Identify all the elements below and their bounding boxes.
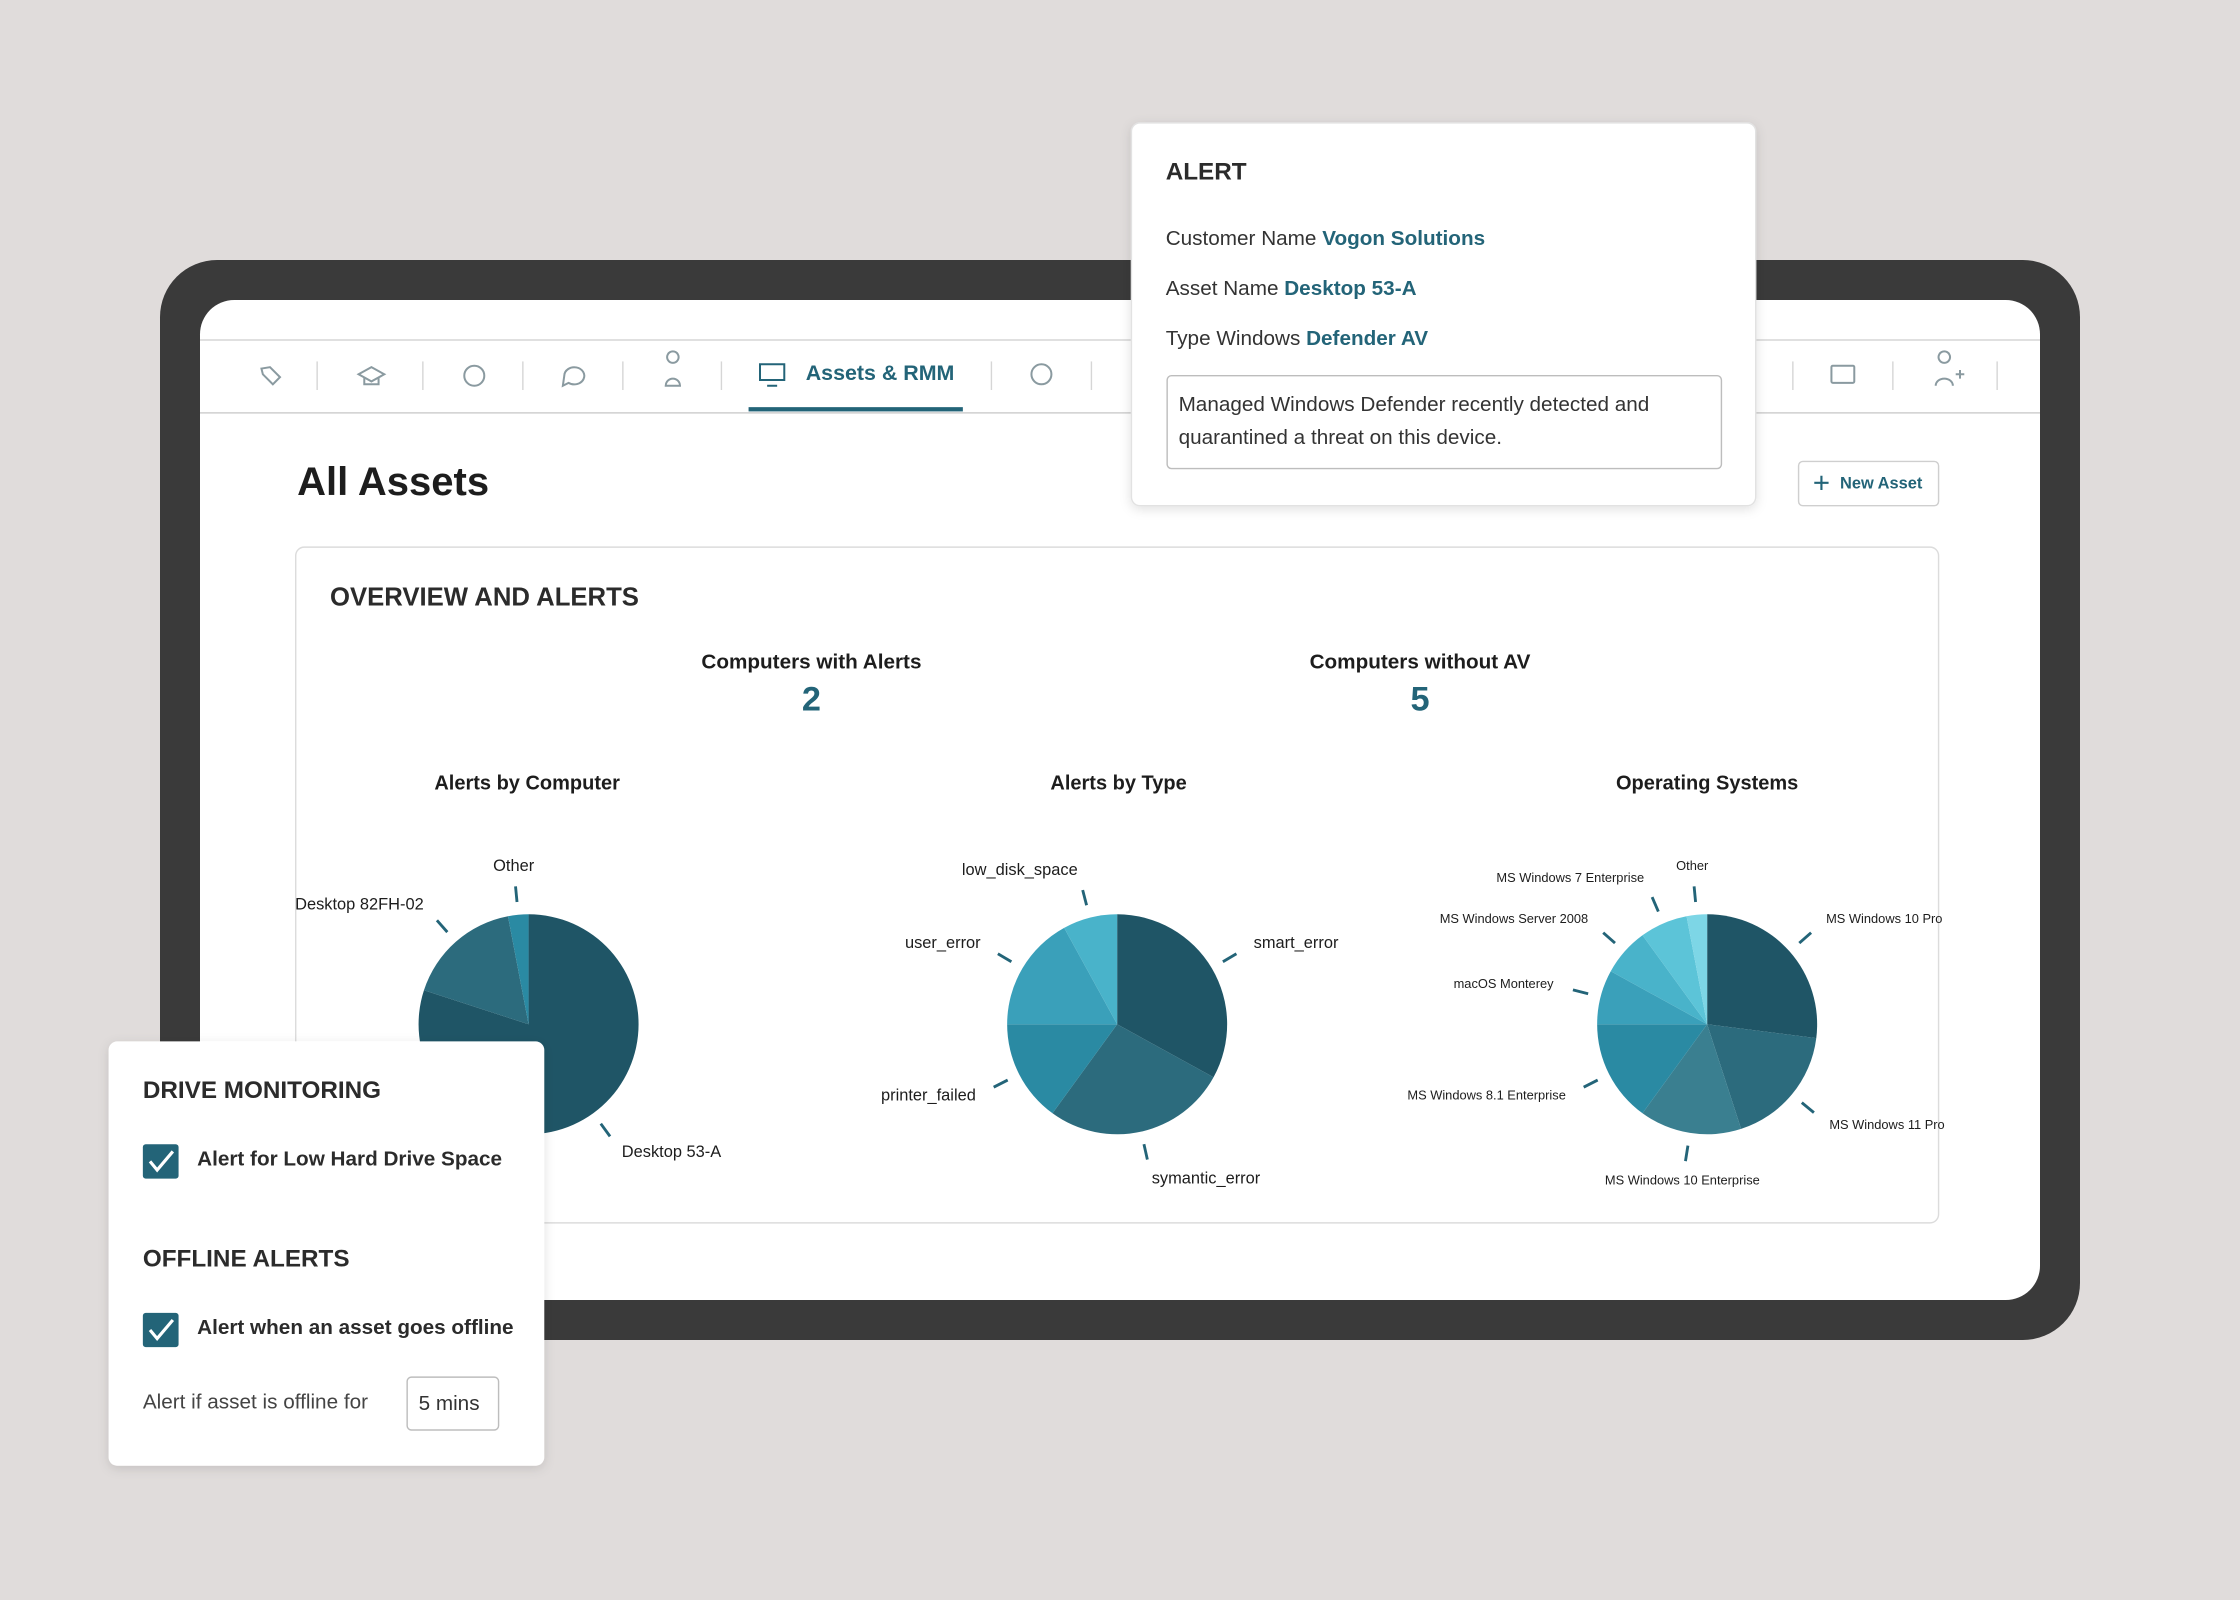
user-icon[interactable] [664,350,682,387]
tab-underline [748,407,963,412]
stat-value: 2 [802,680,821,718]
row-label: Customer Name [1166,227,1317,250]
pie-slice [1117,914,1228,1078]
offline-for-input[interactable] [406,1376,500,1431]
leader-line [1798,931,1813,945]
overview-card [295,546,1940,1224]
drive-title: DRIVE MONITORING [143,1077,381,1104]
slice-label: MS Windows 10 Pro [1826,911,1942,926]
leader-line [1650,896,1660,913]
checkbox[interactable] [142,1312,179,1348]
drive-option: Alert for Low Hard Drive Space [197,1147,502,1170]
leader-line [997,952,1013,963]
nav-bar: Assets & RMM [200,339,2040,414]
chat-icon[interactable] [561,366,586,388]
row-value[interactable]: Desktop 53-A [1284,277,1416,300]
leader-line [514,886,519,903]
button-label[interactable]: New Asset [1840,475,1923,493]
money-icon[interactable] [1830,364,1856,384]
slice-label: macOS Monterey [1454,976,1555,991]
slice-label: symantic_error [1152,1169,1261,1187]
leader-line [1081,889,1088,906]
alert-message: Managed Windows Defender recently detect… [1179,393,1650,416]
pie-slice [1707,914,1818,1039]
leader-line [1572,988,1589,996]
leader-line [435,919,449,934]
slice-label: Other [1676,858,1709,873]
chart-title: Alerts by Computer [434,773,620,795]
leader-line [1602,931,1616,945]
chart-title: Operating Systems [1616,773,1798,795]
leader-line [1800,1101,1815,1114]
slice-label: Desktop 53-A [622,1143,721,1161]
pie-slice [1642,1024,1742,1135]
info-icon[interactable] [463,364,486,387]
leader-line [1583,1078,1599,1089]
pie-slice [1597,971,1708,1025]
slice-label: low_disk_space [962,861,1078,879]
leader-line [993,1078,1009,1089]
pie-slice [1686,914,1708,1025]
pie-slice [1642,916,1708,1025]
slice-label: smart_error [1254,934,1339,952]
pie-slice [1610,935,1708,1025]
stat-label: Computers without AV [1310,650,1531,673]
alert-row: Type Windows Defender AV [1166,327,1429,350]
pie-slice [507,914,529,1025]
new-asset-button[interactable]: New Asset [1797,460,1940,507]
pie-slice [1597,1024,1708,1114]
tag-icon[interactable] [260,366,282,386]
pie-slice [1052,1024,1214,1135]
alert-message: quarantined a threat on this device. [1179,426,1502,449]
row-value[interactable]: Defender AV [1306,327,1428,350]
pie-slice [1007,927,1118,1025]
offline-option: Alert when an asset goes offline [197,1316,513,1339]
charts: Computers with Alerts 2 Computers without … [295,650,1945,1187]
offline-for-value[interactable]: 5 mins [419,1392,480,1415]
learn-icon[interactable] [356,365,387,386]
row-value[interactable]: Vogon Solutions [1322,227,1485,250]
pie-slice [1064,914,1118,1025]
pie-slice [1007,1024,1118,1114]
overview-title: OVERVIEW AND ALERTS [330,583,639,611]
assets-icon[interactable] [759,363,786,387]
slice-label: MS Windows 8.1 Enterprise [1407,1088,1565,1103]
alert-message-box [1166,375,1723,470]
add-user-icon[interactable] [1934,350,1965,386]
stat-label: Computers with Alerts [701,650,921,673]
chart-title: Alerts by Type [1050,773,1186,795]
leader-line [599,1122,612,1138]
leader-line [1684,1145,1690,1162]
checkbox[interactable] [142,1144,179,1179]
drive-panel [108,1041,545,1466]
leader-line [1142,1143,1149,1160]
alert-icon[interactable] [1030,363,1053,386]
slice-label: MS Windows 7 Enterprise [1496,870,1644,885]
alert-row: Asset Name Desktop 53-A [1166,277,1417,300]
pie-slice [1707,1024,1817,1129]
slice-label: Desktop 82FH-02 [295,896,424,914]
slice-label: MS Windows Server 2008 [1440,911,1588,926]
alert-row: Customer Name Vogon Solutions [1166,227,1485,250]
pie-slice [423,916,529,1025]
row-label: Asset Name [1166,277,1279,300]
slice-label: MS Windows 10 Enterprise [1605,1172,1760,1187]
offline-title: OFFLINE ALERTS [143,1245,350,1272]
active-tab[interactable]: Assets & RMM [806,361,955,385]
leader-line [1692,886,1698,903]
slice-label: Other [493,857,535,875]
slice-label: printer_failed [881,1087,976,1105]
offline-for-label: Alert if asset is offline for [143,1390,368,1413]
alert-title: ALERT [1166,158,1247,185]
row-label: Type Windows [1166,327,1301,350]
slice-label: user_error [905,934,981,952]
alert-rows: Customer Name Vogon Solutions Asset Name … [1166,227,1485,350]
stat-value: 5 [1410,680,1429,718]
leader-line [1222,952,1238,963]
slice-label: MS Windows 11 Pro [1829,1117,1944,1132]
page-title: All Assets [297,460,489,504]
